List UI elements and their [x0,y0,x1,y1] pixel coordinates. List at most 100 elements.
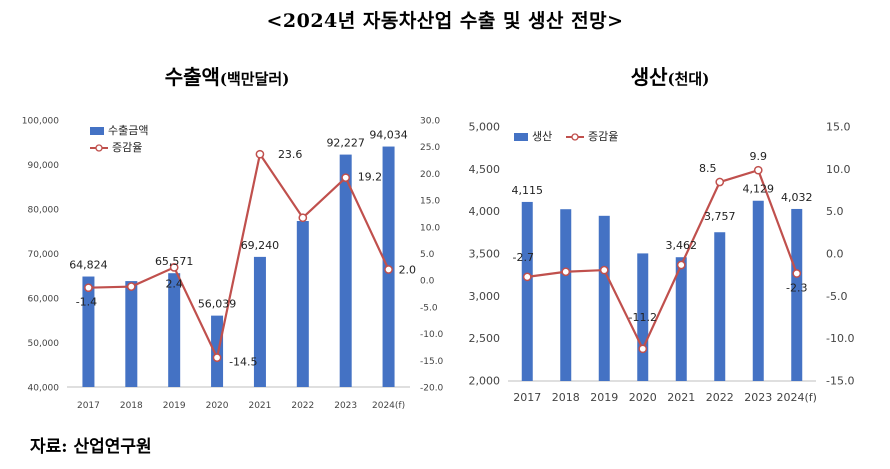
source-note: 자료: 산업연구원 [30,437,152,457]
bar-data-label: 4,129 [743,183,775,196]
export-chart-svg: 수출액(백만달러) 40,000 50,000 60,000 70,000 80,000 9… [22,65,444,411]
y-left-tick-label: 100,000 [22,117,59,127]
chart-title-unit: (천대) [668,70,710,88]
y-right-tick-label: -20.0 [420,384,444,394]
line-data-label: -14.5 [229,356,257,369]
growth-rate-point-2023 [753,165,763,175]
y-right-tick-label: 10.0 [826,163,851,176]
bar-data-label: 69,240 [241,239,280,252]
x-tick-label: 2023 [744,391,772,404]
production-chart-svg: 생산(천대)2,0002,5003,0003,5004,0004,5005,00… [469,65,855,404]
legend-line-label: 증감율 [112,141,142,154]
bar-data-label: 3,757 [704,210,736,223]
bar-2019 [168,273,181,387]
bar-data-label: 56,039 [198,298,237,311]
y-left-tick-label: 2,500 [469,332,501,345]
y-right-tick-label: -10.0 [420,330,444,340]
growth-rate-point-2018 [126,282,136,291]
line-data-label: 2.4 [165,277,183,290]
x-tick-label: 2017 [513,391,541,404]
bar-data-label: 65,571 [155,255,194,268]
growth-rate-point-2024(f) [384,265,393,274]
growth-rate-point-2021 [676,260,686,270]
y-right-tick-label: 5.0 [420,250,435,260]
y-left-tick-label: 50,000 [28,339,60,349]
y-right-tick-label: -10.0 [826,332,854,345]
chart-title-unit: (백만달러) [220,70,289,88]
bar-2023 [752,200,764,381]
x-tick-label: 2021 [248,401,271,411]
y-left-tick-label: 5,000 [469,121,501,134]
x-tick-label: 2017 [77,401,100,411]
growth-rate-point-2017 [522,272,532,282]
growth-rate-point-2019 [599,265,609,275]
growth-rate-line [88,151,390,362]
y-left-tick-label: 4,000 [469,205,501,218]
y-left-tick-label: 3,500 [469,248,501,261]
line-data-label: -11.2 [629,311,657,324]
page-title: <2024년 자동차산업 수출 및 생산 전망> [266,10,624,32]
line-data-label: 23.6 [278,148,303,161]
growth-rate-line [527,168,798,352]
bar-data-label: 4,032 [781,191,813,204]
growth-rate-point-2017 [84,283,93,293]
bar-2019 [598,215,610,381]
x-tick-label: 2020 [629,391,657,404]
bar-2022 [714,232,726,381]
y-right-tick-label: 0.0 [826,248,844,261]
bar-data-label: 92,227 [326,137,365,150]
growth-rate-point-2023 [341,173,351,183]
legend-bar-label: 수출금액 [108,124,148,137]
y-left-tick-label: 70,000 [28,250,60,260]
chart-title-main: 수출액 [165,65,220,89]
y-right-tick-label: 15.0 [420,197,440,207]
y-left-tick-label: 90,000 [28,161,60,171]
x-tick-label: 2022 [291,401,314,411]
x-tick-label: 2024(f) [777,391,817,404]
growth-rate-point-2021 [255,149,265,159]
y-right-tick-label: -5.0 [826,290,847,303]
bar-2024(f) [791,208,803,381]
bar-2021 [253,256,266,387]
line-data-label: -2.7 [513,251,534,264]
x-tick-label: 2019 [590,391,618,404]
bar-2022 [296,221,309,387]
chart-title: 수출액(백만달러) [165,65,290,89]
legend-line-label: 증감율 [588,130,618,143]
y-right-tick-label: 20.0 [420,170,440,180]
x-tick-label: 2022 [706,391,734,404]
line-data-label: -2.3 [786,281,807,294]
bar-2017 [521,201,533,381]
y-left-tick-label: 2,000 [469,375,501,388]
x-tick-label: 2020 [206,401,229,411]
y-left-tick-label: 4,500 [469,163,501,176]
bar-2020 [637,253,649,381]
y-left-tick-label: 80,000 [28,206,60,216]
bar-2018 [560,209,572,381]
bar-2018 [125,281,138,387]
legend-bar-swatch [90,127,104,135]
chart-title-main: 생산 [631,65,668,89]
x-tick-label: 2019 [163,401,186,411]
bar-2017 [82,276,95,387]
bar-2021 [675,257,687,381]
growth-rate-point-2022 [298,213,308,223]
growth-rate-point-2019 [169,263,179,272]
y-right-tick-label: -5.0 [420,303,438,313]
y-right-tick-label: 30.0 [420,117,440,127]
y-right-tick-label: 0.0 [420,277,435,287]
growth-rate-point-2024(f) [792,269,802,278]
line-data-label: 9.9 [750,150,768,163]
bar-2023 [339,154,352,387]
legend-line-marker [95,144,103,152]
bar-data-label: 3,462 [666,239,698,252]
bar-data-label: 64,824 [69,259,108,272]
line-data-label: -1.4 [76,296,97,309]
production-chart: 생산(천대) 2,000 2,500 3,000 3,500 4,000 4,500 5,00… [450,56,890,416]
growth-rate-point-2018 [561,267,571,277]
x-tick-label: 2023 [334,401,357,411]
x-tick-label: 2024(f) [372,401,405,411]
x-tick-label: 2018 [120,401,143,411]
x-tick-label: 2018 [552,391,580,404]
bar-2020 [211,315,224,387]
